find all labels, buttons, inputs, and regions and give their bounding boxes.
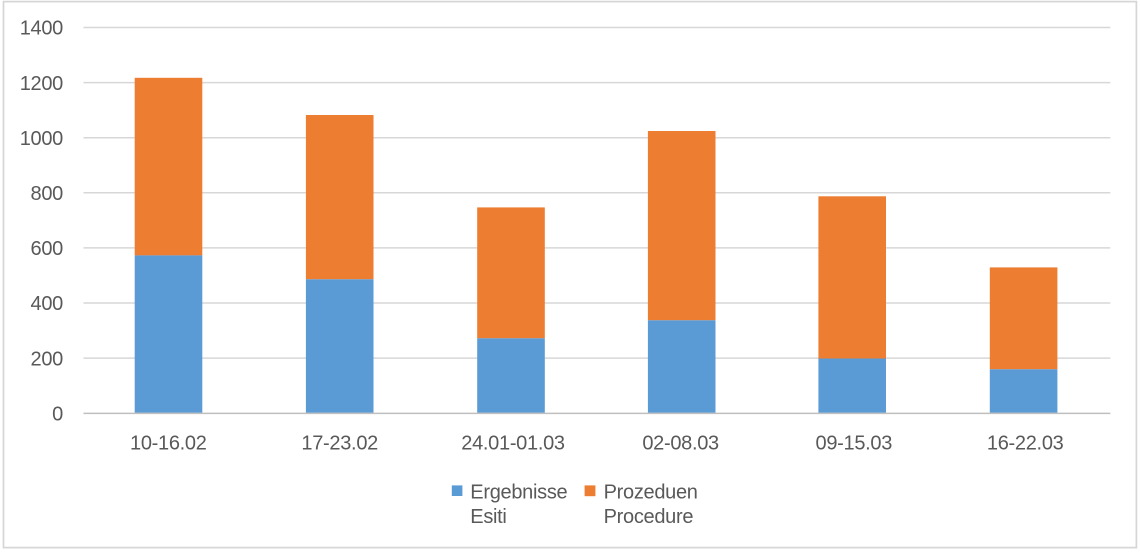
svg-text:02-08.03: 02-08.03 <box>642 433 719 455</box>
svg-text:400: 400 <box>31 293 64 315</box>
svg-text:800: 800 <box>31 183 64 205</box>
svg-text:Procedure: Procedure <box>604 506 694 528</box>
svg-text:Prozeduen: Prozeduen <box>604 482 698 504</box>
svg-text:Esiti: Esiti <box>470 506 506 528</box>
svg-text:10-16.02: 10-16.02 <box>130 433 207 455</box>
svg-text:Ergebnisse: Ergebnisse <box>470 482 567 504</box>
svg-text:17-23.02: 17-23.02 <box>301 433 378 455</box>
svg-text:1200: 1200 <box>20 73 63 95</box>
svg-text:1000: 1000 <box>20 128 63 150</box>
svg-text:09-15.03: 09-15.03 <box>816 433 893 455</box>
svg-text:200: 200 <box>31 348 64 370</box>
svg-text:600: 600 <box>31 238 64 260</box>
svg-text:16-22.03: 16-22.03 <box>987 433 1064 455</box>
svg-text:0: 0 <box>52 403 63 425</box>
svg-text:1400: 1400 <box>20 18 63 40</box>
svg-text:24.01-01.03: 24.01-01.03 <box>461 433 565 455</box>
